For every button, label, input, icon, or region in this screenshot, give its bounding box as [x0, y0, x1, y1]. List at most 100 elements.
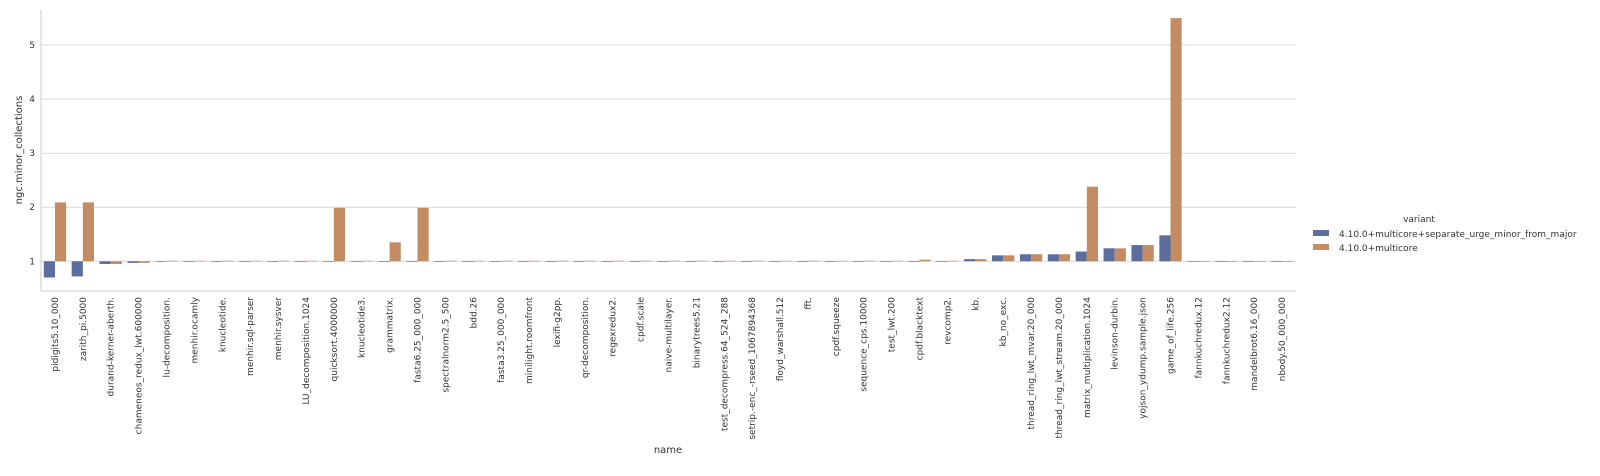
bar-series-1: [629, 261, 641, 262]
x-tick-label: knucleotide.: [218, 297, 228, 352]
x-tick-label: yojson_ydump.sample.json: [1139, 297, 1149, 419]
bar-series-1: [964, 259, 976, 262]
bar-series-2: [752, 260, 764, 262]
bar-series-1: [1215, 261, 1227, 262]
bar-series-2: [1003, 255, 1015, 262]
x-tick-labels: pidigits5.10_000 zarith_pi.5000 durand-ker…: [51, 296, 1288, 439]
bar-series-2: [501, 260, 513, 262]
x-tick-label: cpdf.squeeze: [832, 297, 842, 357]
bar-series-1: [601, 261, 613, 262]
legend-label-series-2: 4.10.0+multicore: [1339, 244, 1418, 254]
y-tick-label: 2: [29, 203, 35, 213]
x-tick-label: lu-decomposition.: [163, 297, 173, 377]
x-tick-label: test_decompress.64_524_288: [720, 297, 730, 431]
x-tick-label: thread_ring_lwt_mvar.20_000: [1027, 297, 1037, 430]
bar-series-1: [1187, 261, 1199, 262]
x-tick-label: fannkuchredux2.12: [1222, 297, 1232, 384]
bar-series-1: [490, 261, 502, 262]
bar-series-1: [43, 261, 55, 278]
x-tick-label: fannkuchredux.12: [1194, 297, 1204, 378]
bar-series-2: [1114, 248, 1126, 262]
x-tick-label: fasta6.25_000_000: [414, 297, 424, 383]
bar-series-2: [640, 260, 652, 262]
bar-series-1: [657, 261, 669, 262]
bar-series-2: [1198, 261, 1210, 262]
x-tick-label: grammatrix.: [386, 297, 396, 353]
bar-series-1: [211, 261, 223, 262]
y-tick-label: 4: [29, 95, 35, 105]
legend-swatch-series-2: [1313, 244, 1329, 250]
x-tick-label: cpdf.blacktext: [916, 297, 926, 361]
bar-series-2: [891, 260, 903, 262]
bar-series-2: [529, 260, 541, 262]
bar-series-1: [1131, 245, 1143, 262]
x-tick-label: nbody.50_000_000: [1278, 297, 1288, 382]
bar-series-1: [741, 261, 753, 262]
bar-series-2: [389, 242, 401, 262]
bar-series-1: [155, 261, 167, 262]
bar-series-1: [99, 261, 111, 264]
bar-series-1: [127, 261, 139, 263]
x-tick-label: fasta3.25_000_000: [497, 297, 507, 383]
bar-series-1: [824, 261, 836, 262]
x-tick-label: game_of_life.256: [1167, 297, 1177, 374]
x-tick-label: quicksort.4000000: [330, 297, 340, 382]
bar-series-2: [82, 202, 94, 262]
x-tick-label: bdd.26: [469, 297, 479, 329]
bar-series-2: [863, 260, 875, 262]
x-tick-label: test_lwt.200: [888, 297, 898, 352]
x-tick-label: knucleotide3.: [358, 297, 368, 358]
x-tick-label: lexifi-g2pp.: [553, 297, 563, 347]
bar-series-2: [975, 259, 987, 262]
x-tick-label: qr-decomposition.: [581, 297, 591, 378]
bar-series-2: [250, 260, 262, 262]
bar-series-1: [378, 261, 390, 262]
bar-series-1: [685, 261, 697, 262]
bar-series-1: [434, 261, 446, 262]
bar-series-1: [462, 261, 474, 262]
bar-series-2: [194, 260, 206, 262]
x-tick-label: minilight.roomfront: [525, 297, 535, 384]
bar-series-2: [696, 260, 708, 262]
y-tick-labels: 1 2 3 4 5: [29, 41, 35, 267]
y-tick-label: 1: [29, 257, 35, 267]
x-tick-label: thread_ring_lwt_stream.20_000: [1055, 297, 1065, 439]
x-tick-label: menhir.sysver: [274, 297, 284, 361]
bar-series-1: [1159, 235, 1171, 262]
x-tick-label: levinson-durbin.: [1111, 297, 1121, 370]
x-tick-label: kb_no_exc.: [999, 297, 1009, 347]
x-tick-label: spectralnorm2.5_500: [441, 297, 451, 393]
x-tick-label: sequence_cps.10000: [860, 297, 870, 392]
bar-series-1: [545, 261, 557, 262]
bar-series-2: [138, 261, 150, 263]
bar-series-2: [278, 260, 290, 262]
x-tick-label: menhir.sql-parser: [246, 297, 256, 376]
bar-series-2: [473, 260, 485, 262]
legend-title: variant: [1403, 215, 1435, 225]
y-tick-label: 5: [29, 41, 35, 51]
x-tick-label: fft.: [804, 297, 814, 310]
bar-series-2: [417, 207, 429, 262]
bar-series-1: [852, 261, 864, 262]
x-tick-label: binarytrees5.21: [692, 297, 702, 368]
bar-series-1: [1047, 254, 1059, 262]
bar-series-1: [294, 261, 306, 262]
bar-series-1: [1243, 261, 1255, 262]
bar-series-1: [183, 261, 195, 262]
x-tick-label: zarith_pi.5000: [79, 297, 89, 361]
x-tick-label: setrip.-enc_-rseed_1067894368: [748, 297, 758, 440]
bar-series-1: [1019, 254, 1032, 262]
y-tick-label: 3: [29, 149, 35, 159]
legend: variant 4.10.0+multicore+separate_urge_m…: [1313, 215, 1577, 254]
bar-series-2: [110, 261, 122, 264]
bar-series-1: [71, 261, 83, 277]
bar-series-2: [1282, 261, 1294, 262]
bar-series-2: [305, 260, 318, 262]
bar-series-1: [880, 261, 892, 262]
x-tick-label: naive-multilayer.: [665, 297, 675, 372]
bar-series-1: [266, 261, 279, 262]
legend-swatch-series-1: [1313, 230, 1329, 236]
x-tick-label: regexredux2.: [609, 297, 619, 357]
bar-series-1: [908, 261, 920, 262]
